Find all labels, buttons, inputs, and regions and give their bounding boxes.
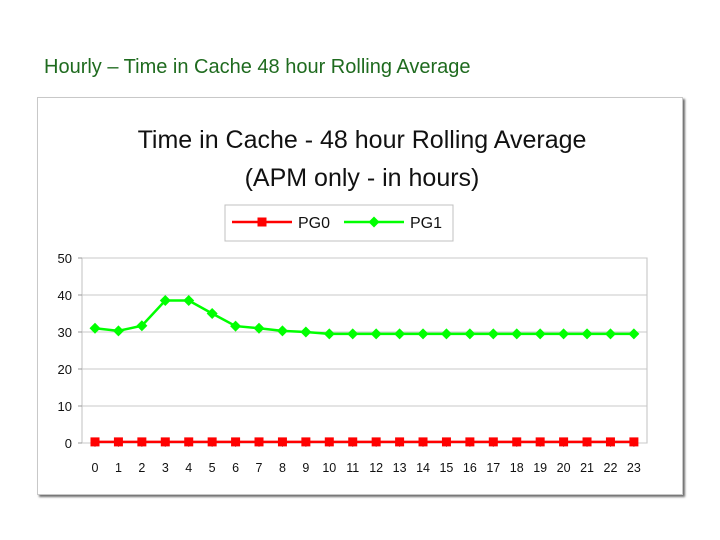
plot-area: [81, 257, 648, 444]
x-tick-label: 20: [557, 461, 571, 475]
data-point: [394, 328, 406, 340]
data-point: [395, 437, 405, 447]
y-tick-label: 30: [58, 325, 72, 340]
x-tick-label: 22: [604, 461, 618, 475]
x-tick-label: 6: [232, 461, 239, 475]
data-point: [370, 328, 382, 340]
x-tick-label: 9: [302, 461, 309, 475]
data-point: [184, 437, 194, 447]
data-point: [488, 437, 498, 447]
data-point: [559, 437, 569, 447]
data-point: [276, 325, 288, 337]
legend: PG0 PG1: [232, 215, 442, 232]
data-point: [207, 437, 217, 447]
x-tick-label: 13: [393, 461, 407, 475]
data-point: [89, 322, 101, 334]
data-point: [512, 437, 522, 447]
data-point: [465, 437, 475, 447]
x-tick-label: 15: [439, 461, 453, 475]
data-point: [160, 437, 170, 447]
x-tick-label: 10: [322, 461, 336, 475]
data-point: [323, 328, 335, 340]
data-point: [183, 295, 195, 307]
data-point: [113, 437, 123, 447]
slide-title: Hourly – Time in Cache 48 hour Rolling A…: [44, 56, 471, 78]
data-point: [558, 328, 570, 340]
x-tick-label: 8: [279, 461, 286, 475]
data-point: [535, 437, 545, 447]
series-pg0: [90, 437, 639, 447]
data-point: [253, 322, 265, 334]
data-point: [440, 328, 452, 340]
data-point: [629, 437, 639, 447]
data-point: [347, 328, 359, 340]
data-point: [324, 437, 334, 447]
x-tick-label: 21: [580, 461, 594, 475]
chart-subtitle: (APM only - in hours): [245, 164, 480, 192]
data-point: [277, 437, 287, 447]
data-point: [464, 328, 476, 340]
x-tick-label: 7: [256, 461, 263, 475]
data-point: [231, 437, 241, 447]
y-tick-label: 0: [65, 436, 72, 451]
x-tick-label: 12: [369, 461, 383, 475]
x-tick-label: 14: [416, 461, 430, 475]
legend-label: PG0: [298, 215, 330, 232]
data-point: [417, 328, 429, 340]
data-point: [581, 328, 593, 340]
x-tick-label: 3: [162, 461, 169, 475]
data-point: [511, 328, 523, 340]
data-point: [418, 437, 428, 447]
data-point: [90, 437, 100, 447]
data-point: [254, 437, 264, 447]
x-tick-label: 19: [533, 461, 547, 475]
data-point: [112, 325, 124, 337]
x-tick-label: 23: [627, 461, 641, 475]
data-point: [582, 437, 592, 447]
data-point: [534, 328, 546, 340]
y-tick-label: 40: [58, 288, 72, 303]
data-point: [206, 308, 218, 319]
data-point: [136, 320, 148, 332]
data-point: [628, 328, 640, 340]
x-tick-label: 16: [463, 461, 477, 475]
x-tick-label: 17: [486, 461, 500, 475]
data-point: [159, 295, 171, 307]
x-tick-label: 2: [138, 461, 145, 475]
data-point: [137, 437, 147, 447]
series-layer: [89, 295, 640, 447]
x-tick-label: 4: [185, 461, 192, 475]
y-tick-label: 20: [58, 362, 72, 377]
data-point: [230, 320, 242, 332]
series-pg1: [89, 295, 640, 340]
legend-item: PG0: [232, 215, 330, 232]
x-axis-ticks: 0 1 2 3 4 5 6 7 8 9 10 11 12 13 14 15 16 17 18 19 20 21 22 23: [92, 443, 641, 475]
legend-marker: [368, 216, 380, 228]
x-tick-label: 1: [115, 461, 122, 475]
legend-label: PG1: [410, 215, 442, 232]
data-point: [301, 437, 311, 447]
y-tick-label: 10: [58, 399, 72, 414]
data-point: [487, 328, 499, 340]
legend-marker: [257, 217, 267, 227]
data-point: [371, 437, 381, 447]
y-tick-label: 50: [58, 251, 72, 266]
x-tick-label: 5: [209, 461, 216, 475]
chart-title: Time in Cache - 48 hour Rolling Average: [138, 126, 587, 154]
data-point: [441, 437, 451, 447]
legend-item: PG1: [344, 215, 442, 232]
x-tick-label: 11: [346, 461, 359, 475]
x-tick-label: 0: [92, 461, 99, 475]
data-point: [348, 437, 358, 447]
x-tick-label: 18: [510, 461, 524, 475]
data-point: [604, 328, 616, 340]
data-point: [300, 326, 312, 338]
data-point: [605, 437, 615, 447]
y-axis-ticks: 0 10 20 30 40 50: [58, 251, 82, 451]
